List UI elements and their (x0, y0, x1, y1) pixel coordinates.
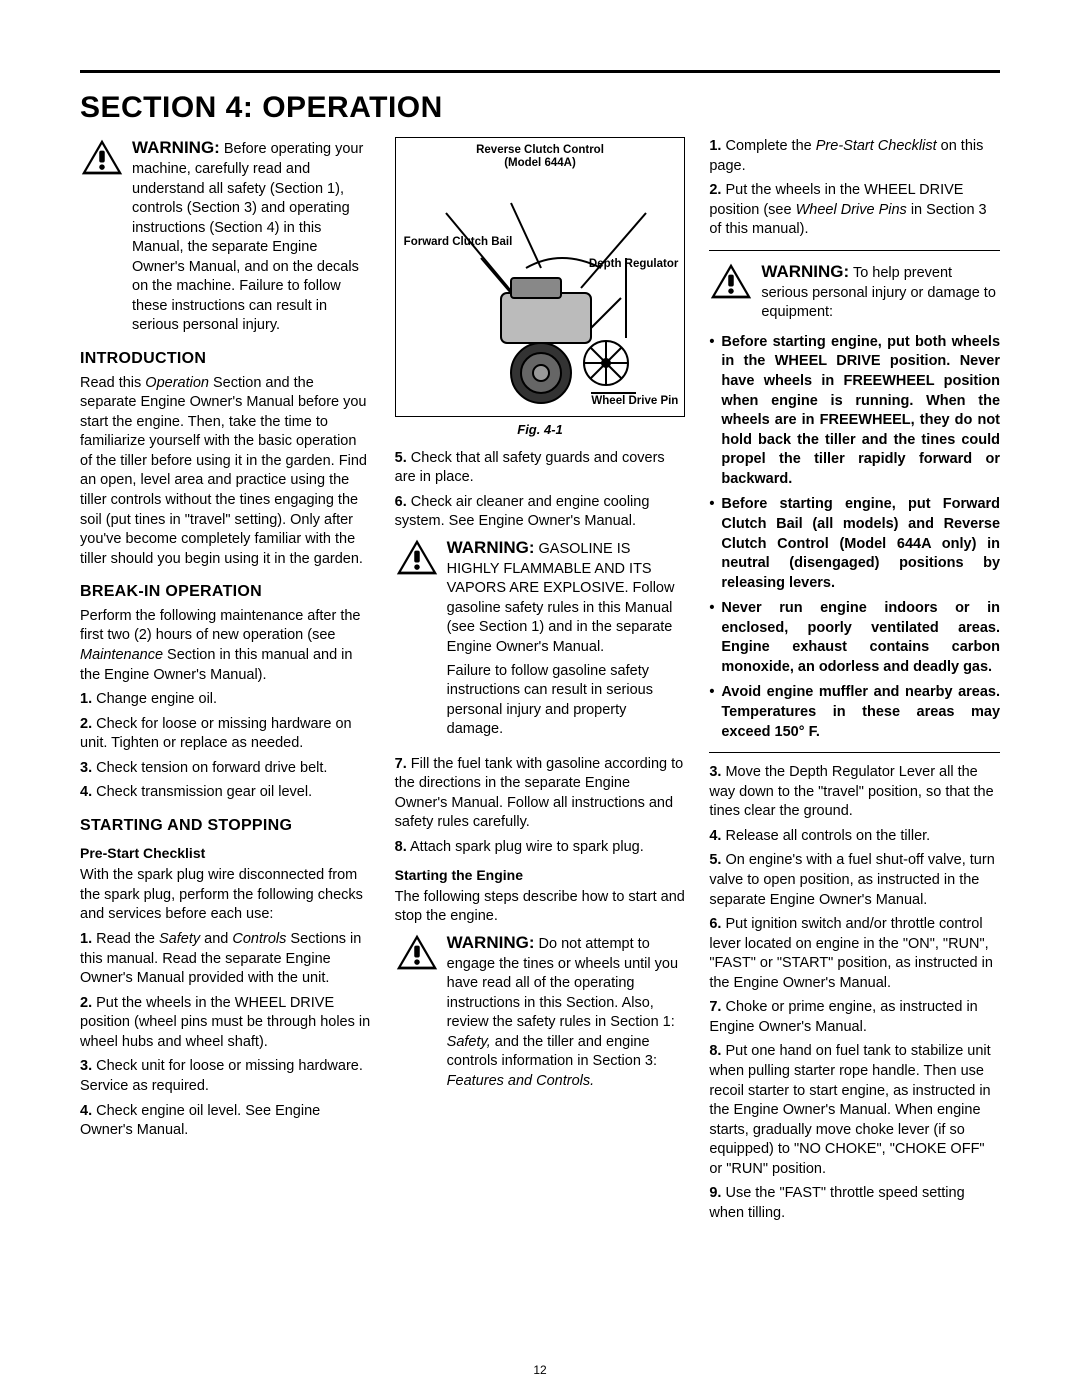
column-2: Reverse Clutch Control (Model 644A) Forw… (395, 137, 686, 1229)
tiller-illustration (411, 198, 671, 408)
intro-paragraph: Read this Operation Section and the sepa… (80, 374, 371, 570)
c3-step-5: 5. On engine's with a fuel shut-off valv… (709, 851, 1000, 910)
figure-4-1: Reverse Clutch Control (Model 644A) Forw… (395, 137, 686, 417)
c3-step-6: 6. Put ignition switch and/or throttle c… (709, 915, 1000, 993)
warning-icon (709, 261, 753, 323)
breakin-step-4: 4. Check transmission gear oil level. (80, 783, 371, 803)
breakin-step-3: 3. Check tension on forward drive belt. (80, 759, 371, 779)
c3-step-2: 2. Put the wheels in the WHEEL DRIVE pos… (709, 181, 1000, 240)
warning-body: Before operating your machine, carefully… (132, 141, 363, 333)
bullet-3: Never run engine indoors or in enclosed,… (709, 599, 1000, 677)
pre-start-heading: Pre-Start Checklist (80, 844, 371, 863)
starting-intro: The following steps describe how to star… (395, 888, 686, 927)
warning-text-gasoline: WARNING: GASOLINE IS HIGHLY FLAMMABLE AN… (447, 537, 686, 745)
content-columns: WARNING: Before operating your machine, … (80, 137, 1000, 1229)
c3-step-3: 3. Move the Depth Regulator Lever all th… (709, 763, 1000, 822)
starting-engine-heading: Starting the Engine (395, 866, 686, 885)
step-7: 7. Fill the fuel tank with gasoline acco… (395, 755, 686, 833)
breakin-intro: Perform the following maintenance after … (80, 607, 371, 685)
c3-step-8: 8. Put one hand on fuel tank to stabiliz… (709, 1042, 1000, 1179)
warning-icon (80, 137, 124, 336)
step-5: 5. Check that all safety guards and cove… (395, 449, 686, 488)
breakin-step-2: 2. Check for loose or missing hardware o… (80, 715, 371, 754)
pre-step-4: 4. Check engine oil level. See Engine Ow… (80, 1102, 371, 1141)
c3-step-1: 1. Complete the Pre-Start Checklist on t… (709, 137, 1000, 176)
pre-step-2: 2. Put the wheels in the WHEEL DRIVE pos… (80, 994, 371, 1053)
warning-text-help: WARNING: To help prevent serious persona… (761, 261, 1000, 323)
divider-bottom (709, 752, 1000, 753)
bullet-2: Before starting engine, put Forward Clut… (709, 495, 1000, 593)
warning-label: WARNING: (132, 138, 220, 157)
c3-step-7: 7. Choke or prime engine, as instructed … (709, 998, 1000, 1037)
warning-block-engage: WARNING: Do not attempt to engage the ti… (395, 932, 686, 1092)
introduction-heading: INTRODUCTION (80, 348, 371, 370)
bullet-4: Avoid engine muffler and nearby areas. T… (709, 683, 1000, 742)
warning-icon (395, 537, 439, 745)
pre-start-intro: With the spark plug wire disconnected fr… (80, 866, 371, 925)
pre-step-1: 1. Read the Safety and Controls Sections… (80, 930, 371, 989)
top-rule (80, 70, 1000, 73)
section-title: SECTION 4: OPERATION (80, 91, 1000, 125)
step-8: 8. Attach spark plug wire to spark plug. (395, 838, 686, 858)
column-3: 1. Complete the Pre-Start Checklist on t… (709, 137, 1000, 1229)
warning-block-1: WARNING: Before operating your machine, … (80, 137, 371, 336)
c3-step-4: 4. Release all controls on the tiller. (709, 827, 1000, 847)
breakin-heading: BREAK-IN OPERATION (80, 581, 371, 603)
c3-step-9: 9. Use the "FAST" throttle speed setting… (709, 1184, 1000, 1223)
page-number: 12 (0, 1363, 1080, 1377)
warning-block-help: WARNING: To help prevent serious persona… (709, 261, 1000, 323)
warning-bullet-list: Before starting engine, put both wheels … (709, 333, 1000, 742)
warning-icon (395, 932, 439, 1092)
divider-top (709, 250, 1000, 251)
fig-label-reverse: Reverse Clutch Control (Model 644A) (468, 144, 612, 169)
starting-stopping-heading: STARTING AND STOPPING (80, 815, 371, 837)
warning-text-engage: WARNING: Do not attempt to engage the ti… (447, 932, 686, 1092)
figure-caption: Fig. 4-1 (395, 421, 686, 439)
pre-step-3: 3. Check unit for loose or missing hardw… (80, 1057, 371, 1096)
step-6: 6. Check air cleaner and engine cooling … (395, 493, 686, 532)
warning-text-1: WARNING: Before operating your machine, … (132, 137, 371, 336)
column-1: WARNING: Before operating your machine, … (80, 137, 371, 1229)
warning-block-gasoline: WARNING: GASOLINE IS HIGHLY FLAMMABLE AN… (395, 537, 686, 745)
bullet-1: Before starting engine, put both wheels … (709, 333, 1000, 490)
breakin-step-1: 1. Change engine oil. (80, 690, 371, 710)
